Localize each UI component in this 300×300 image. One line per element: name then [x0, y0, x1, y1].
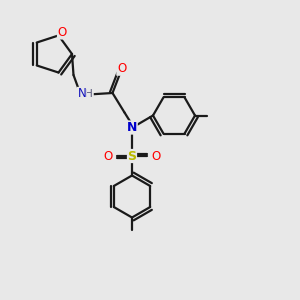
Text: O: O	[103, 149, 112, 163]
Text: H: H	[85, 89, 93, 100]
Text: O: O	[117, 62, 126, 75]
Text: N: N	[77, 87, 86, 101]
Text: N: N	[127, 121, 137, 134]
Text: S: S	[128, 149, 136, 163]
Text: O: O	[58, 26, 67, 39]
Text: O: O	[152, 149, 161, 163]
